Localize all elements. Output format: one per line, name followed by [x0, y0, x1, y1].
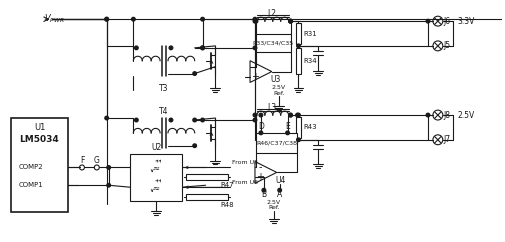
Text: A: A — [277, 190, 282, 199]
Text: D: D — [258, 122, 264, 131]
Text: +: + — [251, 72, 259, 82]
Text: 2.5V: 2.5V — [267, 200, 281, 204]
Circle shape — [193, 72, 196, 75]
Circle shape — [253, 113, 257, 117]
Text: U4: U4 — [276, 176, 286, 185]
Circle shape — [253, 17, 257, 21]
Circle shape — [296, 113, 300, 117]
Circle shape — [201, 46, 205, 50]
Text: B: B — [261, 190, 267, 199]
Bar — [256, 34, 290, 52]
Circle shape — [426, 113, 430, 117]
Circle shape — [296, 44, 300, 48]
Text: From U6: From U6 — [232, 180, 258, 185]
Text: ≈: ≈ — [152, 163, 159, 172]
Text: R46/C37/C38: R46/C37/C38 — [256, 140, 297, 145]
Bar — [186, 194, 228, 200]
Polygon shape — [160, 163, 166, 172]
Circle shape — [259, 113, 263, 117]
Text: Ref.: Ref. — [273, 91, 284, 96]
Circle shape — [169, 118, 173, 122]
Text: R34: R34 — [304, 58, 317, 64]
Circle shape — [132, 17, 135, 21]
Circle shape — [201, 17, 205, 21]
Polygon shape — [142, 181, 148, 193]
Text: T4: T4 — [159, 107, 169, 116]
Circle shape — [286, 131, 289, 135]
Text: U3: U3 — [271, 75, 281, 84]
Text: 3.3V: 3.3V — [458, 17, 475, 26]
Bar — [295, 48, 301, 74]
Text: J7: J7 — [444, 135, 451, 144]
Text: R48: R48 — [220, 202, 234, 208]
Circle shape — [289, 19, 292, 23]
Circle shape — [134, 118, 138, 122]
Circle shape — [107, 183, 111, 187]
Text: R43: R43 — [304, 124, 317, 130]
Text: U2: U2 — [151, 143, 161, 152]
Text: ≈: ≈ — [152, 183, 159, 192]
Text: From U5: From U5 — [232, 160, 258, 165]
Text: T3: T3 — [159, 84, 169, 93]
Circle shape — [107, 166, 111, 169]
Text: U1: U1 — [34, 123, 45, 132]
Text: R31: R31 — [304, 30, 317, 37]
Circle shape — [289, 113, 292, 117]
Bar — [295, 117, 301, 138]
Bar — [186, 174, 228, 180]
Circle shape — [193, 144, 196, 147]
Text: G: G — [94, 156, 100, 165]
Circle shape — [259, 131, 263, 135]
Text: -: - — [253, 62, 257, 72]
Text: L3: L3 — [267, 103, 276, 112]
Text: COMP1: COMP1 — [19, 182, 43, 188]
Circle shape — [169, 46, 173, 50]
Text: F: F — [80, 156, 84, 165]
Text: J6: J6 — [444, 17, 451, 26]
Bar — [130, 154, 182, 201]
Circle shape — [296, 113, 299, 117]
Text: Ref.: Ref. — [268, 205, 279, 211]
Circle shape — [278, 189, 281, 192]
Polygon shape — [160, 182, 166, 192]
Polygon shape — [142, 161, 148, 173]
Circle shape — [105, 116, 109, 120]
Bar — [11, 118, 68, 212]
Text: LM5034: LM5034 — [20, 135, 60, 144]
Circle shape — [201, 46, 205, 50]
Circle shape — [254, 19, 258, 23]
Text: L2: L2 — [267, 9, 276, 18]
Text: 2.5V: 2.5V — [272, 85, 286, 90]
Circle shape — [289, 113, 292, 117]
Circle shape — [134, 46, 138, 50]
Circle shape — [262, 189, 266, 192]
Circle shape — [253, 46, 257, 50]
Circle shape — [289, 19, 292, 23]
Text: COMP2: COMP2 — [19, 165, 43, 170]
Circle shape — [426, 19, 430, 23]
Bar — [256, 133, 297, 153]
Text: J8: J8 — [444, 111, 451, 120]
Text: E: E — [285, 122, 290, 131]
Text: 2.5V: 2.5V — [458, 111, 475, 120]
Circle shape — [253, 19, 257, 23]
Text: J5: J5 — [444, 41, 451, 50]
Circle shape — [105, 17, 109, 21]
Text: +: + — [256, 172, 264, 182]
Text: R47: R47 — [220, 182, 234, 188]
Circle shape — [201, 118, 205, 122]
Circle shape — [253, 118, 257, 122]
Text: -: - — [258, 162, 262, 173]
Circle shape — [105, 17, 109, 21]
Text: R33/C34/C35: R33/C34/C35 — [252, 40, 294, 45]
Circle shape — [193, 118, 196, 122]
Circle shape — [289, 19, 292, 23]
Text: $V_{PWR}$: $V_{PWR}$ — [44, 13, 65, 25]
Circle shape — [296, 138, 300, 142]
Bar — [295, 23, 301, 44]
